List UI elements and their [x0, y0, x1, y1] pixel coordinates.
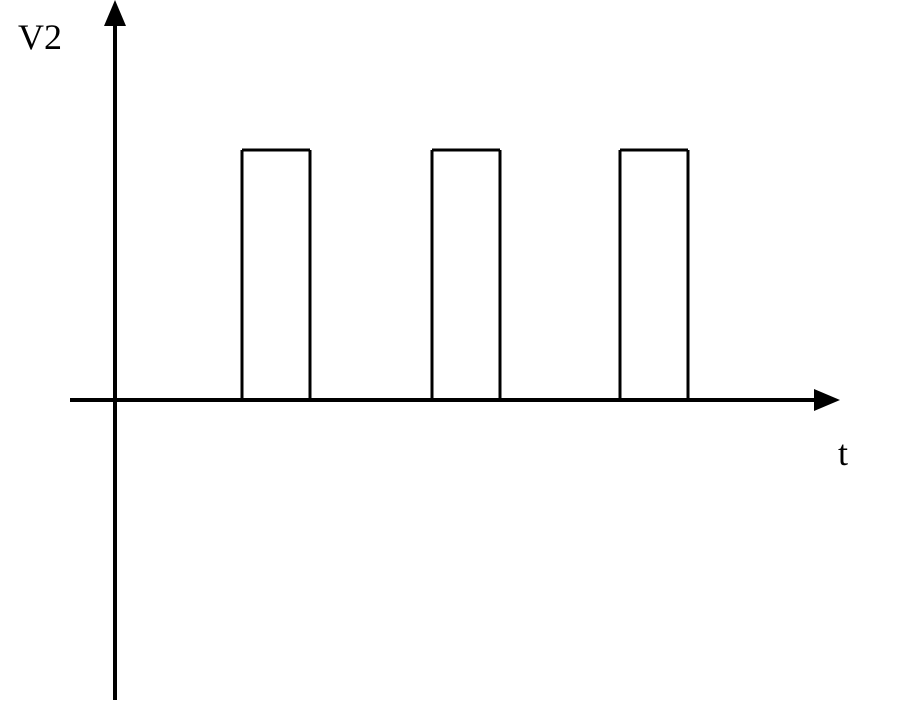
- y-axis-label: V2: [18, 16, 62, 58]
- pulse-waveform-chart: V2 t: [0, 0, 908, 708]
- chart-svg: [0, 0, 908, 708]
- x-axis-label: t: [838, 432, 848, 474]
